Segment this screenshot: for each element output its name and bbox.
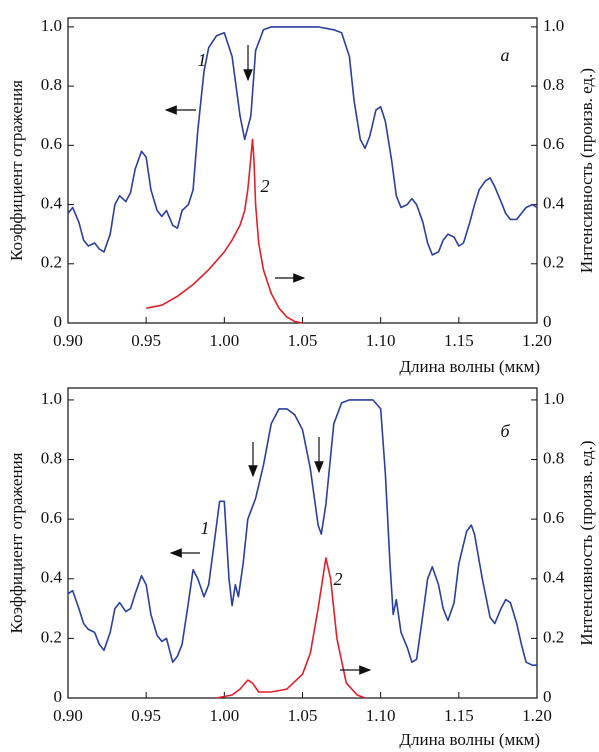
x-tick-label: 1.20 (522, 331, 552, 350)
y-tick-label: 0.4 (41, 568, 63, 587)
x-tick-label: 1.15 (444, 706, 474, 725)
y-axis-label: Коэффициент отражения (7, 452, 26, 633)
y2-tick-label: 0.6 (543, 508, 564, 527)
y-axis-label: Коэффициент отражения (7, 80, 26, 261)
x-axis-label: Длина волны (мкм) (399, 730, 540, 749)
y-tick-label: 0.4 (41, 193, 63, 212)
y2-tick-label: 0.8 (543, 75, 564, 94)
x-tick-label: 0.95 (131, 331, 161, 350)
x-tick-label: 1.10 (366, 331, 396, 350)
y2-tick-label: 0.2 (543, 253, 564, 272)
y-tick-label: 0.2 (41, 627, 62, 646)
y2-axis-label: Интенсивность (произв. ед.) (577, 68, 596, 273)
line-series (67, 26, 538, 256)
y-tick-label: 0 (54, 312, 63, 331)
y2-axis-label: Интенсивность (произв. ед.) (577, 440, 596, 645)
plot-frame (67, 17, 538, 324)
x-tick-label: 1.10 (366, 706, 396, 725)
y-tick-label: 0.2 (41, 253, 62, 272)
x-tick-label: 1.15 (444, 331, 474, 350)
line-series (67, 399, 537, 666)
annotation: 2 (334, 569, 343, 589)
y2-tick-label: 0 (543, 312, 552, 331)
y2-tick-label: 0 (543, 687, 552, 706)
y2-tick-label: 0.4 (543, 193, 565, 212)
x-tick-label: 1.20 (522, 706, 552, 725)
line-series (216, 557, 366, 699)
y-tick-label: 0.8 (41, 75, 62, 94)
y2-tick-label: 0.4 (543, 568, 565, 587)
x-tick-label: 0.90 (53, 706, 83, 725)
x-tick-label: 1.00 (209, 331, 239, 350)
x-tick-label: 0.95 (131, 706, 161, 725)
y2-tick-label: 1.0 (543, 389, 564, 408)
y2-tick-label: 0.8 (543, 448, 564, 467)
x-tick-label: 1.05 (288, 331, 318, 350)
x-tick-label: 1.05 (288, 706, 318, 725)
y-tick-label: 0.8 (41, 448, 62, 467)
y-tick-label: 0.6 (41, 134, 62, 153)
y-tick-label: 0.6 (41, 508, 62, 527)
annotation: 2 (261, 176, 270, 196)
annotation: б (500, 421, 510, 441)
annotation: 1 (198, 50, 207, 70)
y-tick-label: 0 (54, 687, 63, 706)
y-tick-label: 1.0 (41, 389, 62, 408)
plot-frame (67, 387, 538, 699)
y2-tick-label: 0.6 (543, 134, 564, 153)
x-tick-label: 0.90 (53, 331, 83, 350)
line-series (146, 138, 303, 324)
x-axis-label: Длина волны (мкм) (399, 357, 540, 376)
x-tick-label: 1.00 (209, 706, 239, 725)
y2-tick-label: 0.2 (543, 627, 564, 646)
annotation: а (501, 45, 510, 65)
y2-tick-label: 1.0 (543, 16, 564, 35)
y-tick-label: 1.0 (41, 16, 62, 35)
annotation: 1 (201, 518, 210, 538)
